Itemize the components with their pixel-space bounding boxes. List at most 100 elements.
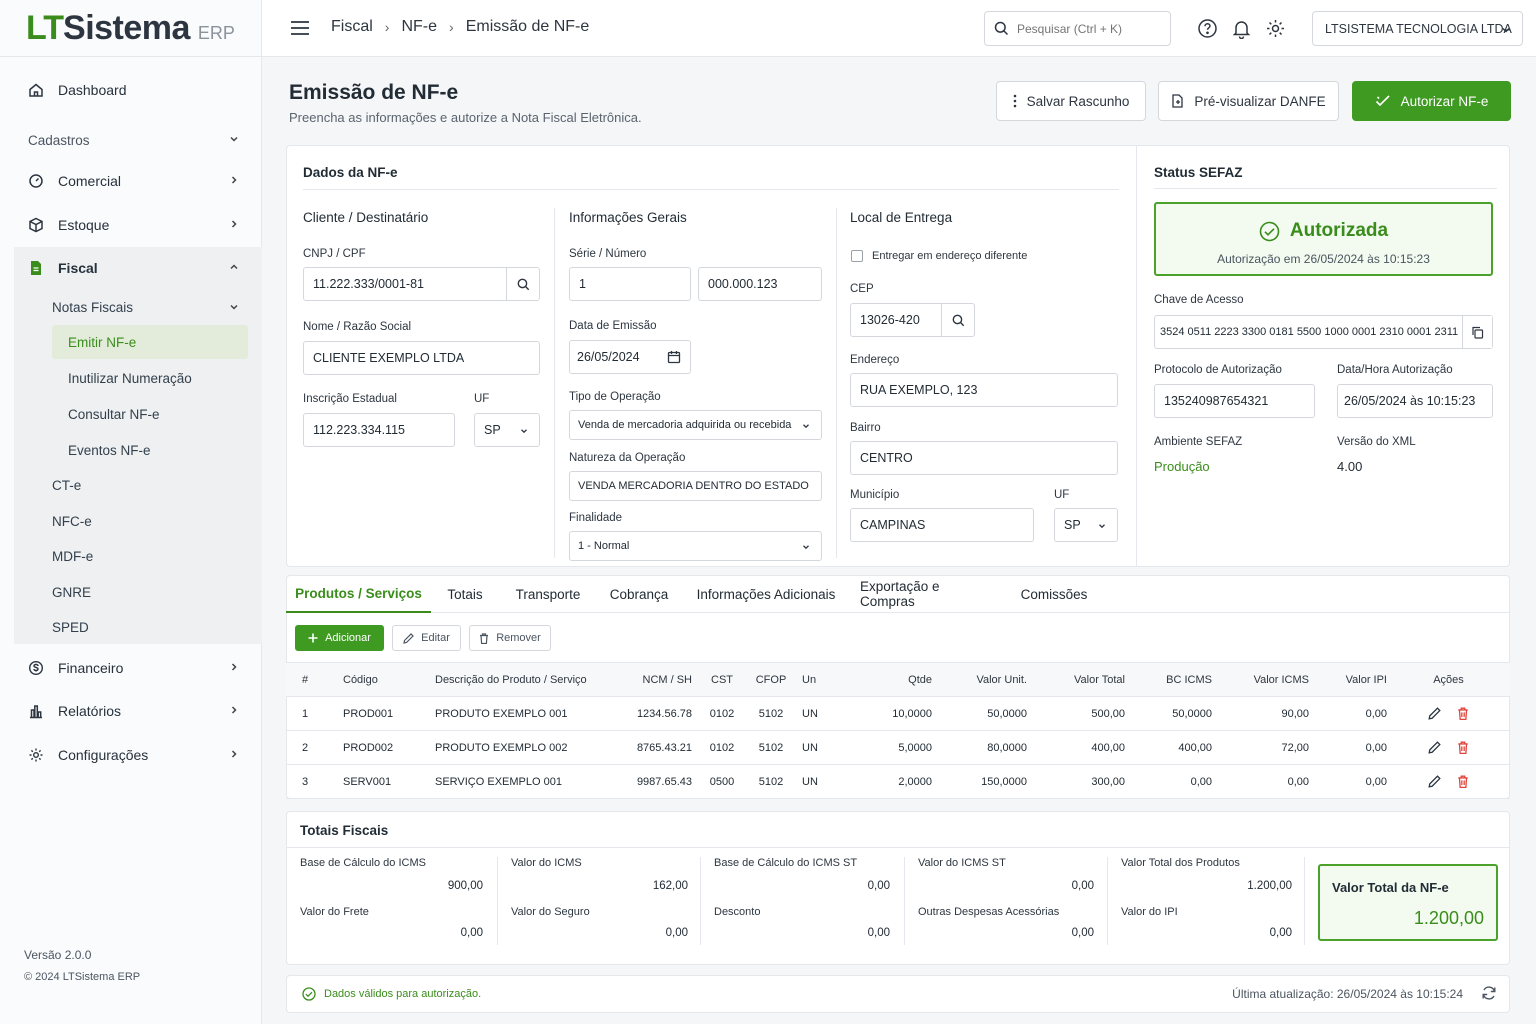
numero-field[interactable]: 000.000.123: [698, 267, 822, 301]
sidebar-item-eventos[interactable]: Eventos NF-e: [52, 433, 248, 467]
sidebar-item-consultar[interactable]: Consultar NF-e: [52, 397, 248, 431]
total-value: 0,00: [1071, 927, 1094, 939]
bell-icon[interactable]: [1231, 18, 1252, 39]
sidebar-item-gnre[interactable]: GNRE: [52, 577, 91, 607]
sidebar-item-label: Consultar NF-e: [68, 406, 160, 422]
table-row[interactable]: 3 SERV001 SERVIÇO EXEMPLO 001 9987.65.43 050…: [286, 764, 1510, 799]
logo[interactable]: LT Sistema ERP: [0, 0, 261, 57]
finalidade-select[interactable]: 1 - Normal: [569, 531, 822, 561]
cnpj-field[interactable]: 11.222.333/0001-81: [303, 267, 540, 301]
dados-title: Dados da NF-e: [303, 165, 398, 180]
tab-totais[interactable]: Totais: [447, 586, 483, 602]
menu-icon[interactable]: [290, 20, 310, 36]
tab-comissoes[interactable]: Comissões: [1020, 586, 1088, 602]
preview-danfe-button[interactable]: Pré-visualizar DANFE: [1158, 81, 1339, 121]
serie-field[interactable]: 1: [569, 267, 691, 301]
search-input[interactable]: [1017, 21, 1157, 36]
sidebar-item-cte[interactable]: CT-e: [52, 470, 81, 500]
sidebar-item-inutilizar[interactable]: Inutilizar Numeração: [52, 361, 248, 395]
total-value: 1.200,00: [1247, 880, 1292, 892]
add-item-button[interactable]: Adicionar: [295, 625, 384, 651]
table-cell: 10,0000: [848, 696, 932, 731]
versao-value: 4.00: [1337, 459, 1363, 474]
divider: [554, 208, 555, 558]
edit-row-icon[interactable]: [1428, 741, 1441, 754]
sidebar-item-fiscal[interactable]: Fiscal: [14, 250, 248, 286]
nome-field[interactable]: CLIENTE EXEMPLO LTDA: [303, 341, 540, 375]
data-emissao-field[interactable]: 26/05/2024: [569, 340, 691, 374]
tab-cobranca[interactable]: Cobrança: [609, 586, 669, 602]
gauge-icon: [28, 173, 44, 189]
sidebar-item-mdfe[interactable]: MDF-e: [52, 541, 93, 571]
search-icon[interactable]: [506, 268, 539, 300]
company-name: LTSISTEMA TECNOLOGIA LTDA: [1325, 21, 1512, 36]
breadcrumb-nfe[interactable]: NF-e: [401, 18, 438, 35]
municipio-value: CAMPINAS: [860, 518, 926, 532]
sidebar-item-financeiro[interactable]: Financeiro: [14, 650, 248, 686]
table-row[interactable]: 1 PROD001 PRODUTO EXEMPLO 001 1234.56.78 010…: [286, 696, 1510, 731]
tab-info-adicionais[interactable]: Informações Adicionais: [696, 586, 836, 602]
settings-icon[interactable]: [1265, 18, 1286, 39]
copy-icon[interactable]: [1462, 316, 1492, 348]
sidebar-group-cadastros[interactable]: Cadastros: [14, 122, 248, 158]
entrega-uf-select[interactable]: SP: [1054, 508, 1118, 542]
sidebar-item-label: Notas Fiscais: [52, 299, 134, 315]
entrega-checkbox[interactable]: [851, 250, 863, 262]
preview-danfe-label: Pré-visualizar DANFE: [1194, 93, 1326, 109]
total-value: 0,00: [665, 927, 688, 939]
tab-transporte[interactable]: Transporte: [515, 586, 581, 602]
sidebar-item-emitir-nfe[interactable]: Emitir NF-e: [52, 325, 248, 359]
total-label: Base de Cálculo do ICMS ST: [714, 857, 858, 869]
sidebar-item-estoque[interactable]: Estoque: [14, 207, 248, 243]
refresh-icon[interactable]: [1481, 985, 1497, 1001]
sidebar-item-relatorios[interactable]: Relatórios: [14, 693, 248, 729]
bairro-value: CENTRO: [860, 451, 913, 465]
tab-exportacao[interactable]: Exportação e Compras: [860, 579, 940, 609]
sidebar-item-notas-fiscais[interactable]: Notas Fiscais: [52, 292, 248, 322]
sidebar-item-comercial[interactable]: Comercial: [14, 163, 248, 199]
topbar: Fiscal › NF-e › Emissão de NF-e LTSISTEM…: [262, 0, 1536, 57]
data-emissao-label: Data de Emissão: [569, 320, 657, 332]
edit-row-icon[interactable]: [1428, 707, 1441, 720]
sidebar-item-sped[interactable]: SPED: [52, 612, 89, 642]
ie-field[interactable]: 112.223.334.115: [303, 413, 455, 447]
endereco-field[interactable]: RUA EXEMPLO, 123: [850, 373, 1118, 407]
datahora-field[interactable]: 26/05/2024 às 10:15:23: [1337, 384, 1493, 418]
tab-produtos[interactable]: Produtos / Serviços: [286, 575, 431, 613]
sidebar-item-configuracoes[interactable]: Configurações: [14, 737, 248, 773]
cep-field[interactable]: 13026-420: [850, 303, 975, 337]
protocolo-field[interactable]: 135240987654321: [1154, 384, 1315, 418]
remove-item-button[interactable]: Remover: [469, 625, 551, 651]
versao-label: Versão do XML: [1337, 436, 1416, 448]
authorize-nfe-button[interactable]: Autorizar NF-e: [1352, 81, 1511, 121]
natureza-field[interactable]: VENDA MERCADORIA DENTRO DO ESTADO: [569, 471, 822, 501]
municipio-field[interactable]: CAMPINAS: [850, 508, 1034, 542]
table-row[interactable]: 2 PROD002 PRODUTO EXEMPLO 002 8765.43.21 010…: [286, 730, 1510, 765]
sidebar-item-label: Financeiro: [58, 660, 124, 676]
delete-row-icon[interactable]: [1457, 707, 1469, 720]
table-cell: SERVIÇO EXEMPLO 001: [424, 764, 614, 799]
divider: [1107, 857, 1108, 945]
breadcrumb-fiscal[interactable]: Fiscal: [331, 18, 373, 35]
save-draft-button[interactable]: Salvar Rascunho: [996, 81, 1146, 121]
ambiente-value: Produção: [1154, 459, 1210, 474]
help-icon[interactable]: [1197, 18, 1218, 39]
table-cell: 0500: [698, 764, 746, 799]
edit-item-button[interactable]: Editar: [392, 625, 461, 651]
edit-row-icon[interactable]: [1428, 775, 1441, 788]
tipo-operacao-select[interactable]: Venda de mercadoria adquirida ou recebid…: [569, 410, 822, 440]
remove-item-label: Remover: [496, 632, 541, 644]
table-cell: 5,0000: [848, 730, 932, 765]
total-nfe-label: Valor Total da NF-e: [1332, 880, 1449, 895]
delete-row-icon[interactable]: [1457, 775, 1469, 788]
search-icon[interactable]: [941, 304, 974, 336]
calendar-icon[interactable]: [667, 350, 681, 364]
company-selector[interactable]: LTSISTEMA TECNOLOGIA LTDA: [1312, 11, 1523, 46]
sidebar-item-dashboard[interactable]: Dashboard: [14, 72, 248, 108]
chave-field[interactable]: 3524 0511 2223 3300 0181 5500 1000 0001 …: [1154, 315, 1493, 349]
bairro-field[interactable]: CENTRO: [850, 441, 1118, 475]
uf-select[interactable]: SP: [474, 413, 540, 447]
search-box[interactable]: [984, 11, 1171, 46]
delete-row-icon[interactable]: [1457, 741, 1469, 754]
sidebar-item-nfce[interactable]: NFC-e: [52, 506, 92, 536]
